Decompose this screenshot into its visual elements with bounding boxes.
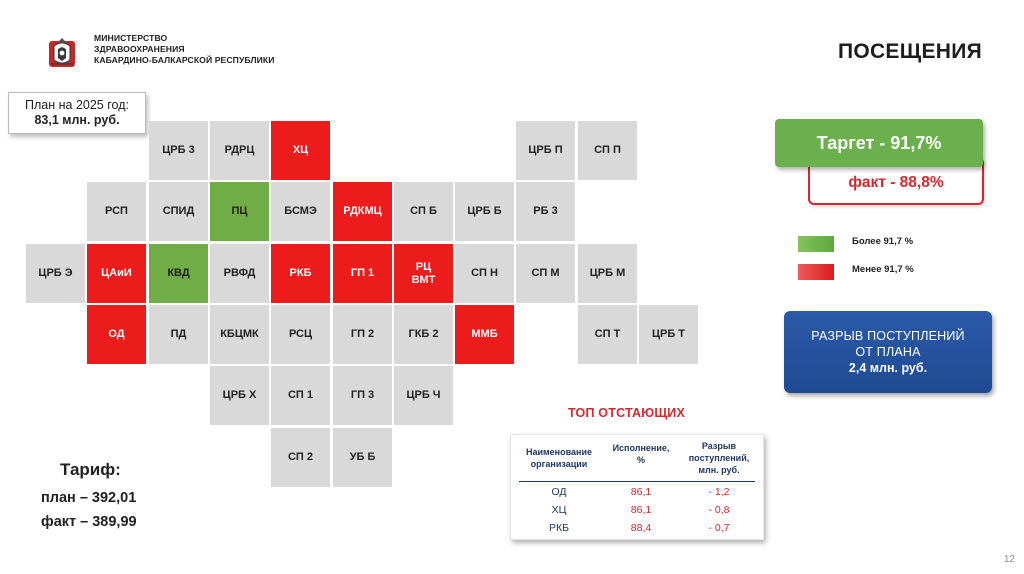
table-row-gap: - 1,2 [708,486,730,498]
plan-label: План на 2025 год: [25,98,129,112]
ministry-name: МИНИСТЕРСТВО ЗДРАВООХРАНЕНИЯ КАБАРДИНО-Б… [94,33,275,66]
gap-line-2: ОТ ПЛАНА [855,345,921,359]
table-row-gap: - 0,7 [708,522,730,534]
table-row-org: ХЦ [551,504,567,516]
legend-red-swatch [798,264,834,280]
legend-below-label: Менее 91,7 % [852,264,914,275]
legend-green-swatch [798,236,834,252]
grid-cell: ГП 3 [333,366,392,425]
grid-cell: СП Т [578,305,637,364]
grid-cell: ММБ [455,305,514,364]
grid-cell: ЦРБ Б [455,182,514,241]
grid-cell: ЦАиИ [87,244,146,303]
grid-cell: РВФД [210,244,269,303]
grid-cell: РСЦ [271,305,330,364]
grid-cell: РСП [87,182,146,241]
grid-cell: ЦРБ П [516,121,575,180]
fact-value: факт - 88,8% [848,174,944,191]
grid-cell: ЦРБ Ч [394,366,453,425]
grid-cell: СП 2 [271,428,330,487]
grid-cell: КБЦМК [210,305,269,364]
grid-cell: ГП 1 [333,244,392,303]
gap-value: 2,4 млн. руб. [848,361,928,375]
ministry-line-3: КАБАРДИНО-БАЛКАРСКОЙ РЕСПУБЛИКИ [94,55,275,65]
plan-value: 83,1 млн. руб. [34,113,120,127]
gap-line-1: РАЗРЫВ ПОСТУПЛЕНИЙ [811,329,965,343]
tariff-plan: план – 392,01 [41,490,137,506]
grid-cell: ПД [149,305,208,364]
plan-box: План на 2025 год: 83,1 млн. руб. [8,92,146,134]
grid-cell: ЦРБ М [578,244,637,303]
page-number: 12 [1003,554,1015,565]
grid-cell: ПЦ [210,182,269,241]
grid-cell: РДРЦ [210,121,269,180]
grid-cell: СП П [578,121,637,180]
grid-cell: КВД [149,244,208,303]
header-organization: Наименование организации [525,447,593,469]
grid-cell: СП Б [394,182,453,241]
grid-cell: ЦРБ Х [210,366,269,425]
grid-cell: СП Н [455,244,514,303]
legend-above-label: Более 91,7 % [852,236,914,247]
grid-cell: ЦРБ Т [639,305,698,364]
page-title: ПОСЕЩЕНИЯ [837,40,982,63]
grid-cell: СПИД [149,182,208,241]
top-lagging-title: ТОП ОТСТАЮЩИХ [568,406,686,420]
grid-cell: СП М [516,244,575,303]
coat-of-arms-logo [49,38,75,67]
revenue-gap-box: РАЗРЫВ ПОСТУПЛЕНИЙ ОТ ПЛАНА 2,4 млн. руб… [784,311,992,393]
grid-cell: УБ Б [333,428,392,487]
grid-cell: ЦРБ Э [26,244,85,303]
table-row-exec: 88,4 [630,522,652,534]
target-value: Таргет - 91,7% [816,132,942,153]
grid-cell: ХЦ [271,121,330,180]
table-row-org: РКБ [548,522,569,534]
header-execution: Исполнение, % [612,443,670,465]
grid-cell: РЦ ВМТ [394,244,453,303]
grid-cell: СП 1 [271,366,330,425]
table-row-org: ОД [551,486,567,498]
grid-cell: РДКМЦ [333,182,392,241]
grid-cell: ОД [87,305,146,364]
grid-cell: РБ 3 [516,182,575,241]
grid-cell: ГП 2 [333,305,392,364]
table-row-gap: - 0,8 [708,504,730,516]
ministry-line-2: ЗДРАВООХРАНЕНИЯ [94,44,185,54]
ministry-line-1: МИНИСТЕРСТВО [94,33,168,43]
tariff-fact: факт – 389,99 [41,514,137,530]
header-gap: Разрыв поступлений, млн. руб. [688,441,750,475]
tariff-title: Тариф: [60,460,121,479]
top-lagging-table: Наименование организации Исполнение, % Р… [510,434,764,540]
grid-cell: ГКБ 2 [394,305,453,364]
grid-cell: РКБ [271,244,330,303]
target-box: Таргет - 91,7% [775,119,983,167]
table-row-exec: 86,1 [630,504,652,516]
table-row-exec: 86,1 [630,486,652,498]
grid-cell: БСМЭ [271,182,330,241]
grid-cell: ЦРБ 3 [149,121,208,180]
header-divider [519,481,755,482]
